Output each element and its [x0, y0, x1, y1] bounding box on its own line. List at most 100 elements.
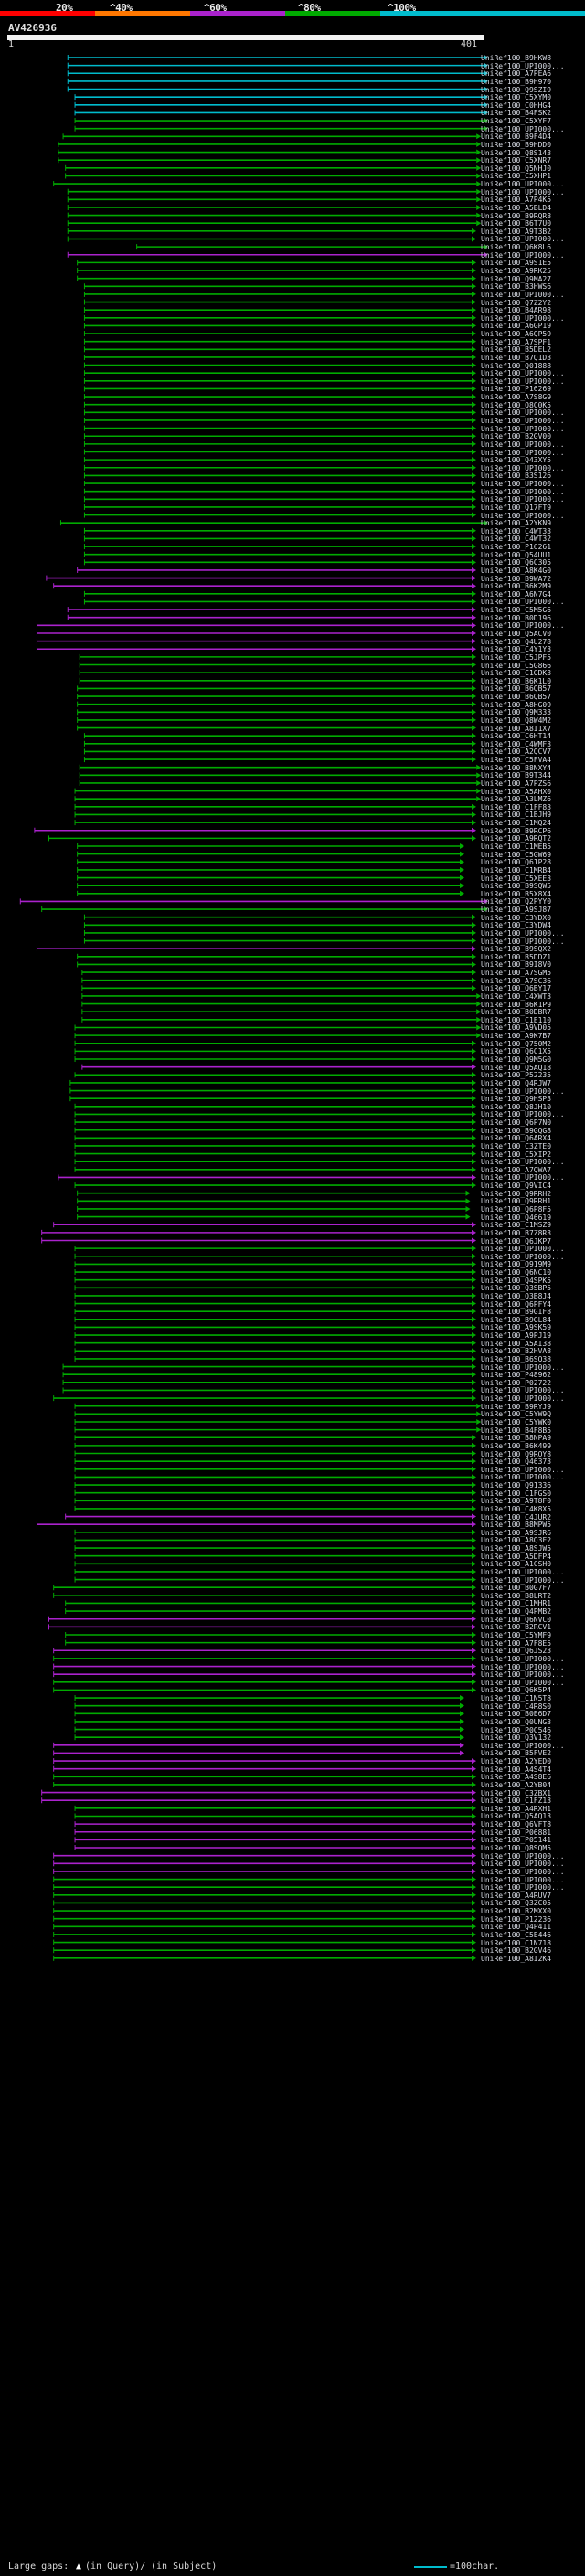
hit-id-link[interactable]: UniRef100_Q9M5G0 — [481, 1055, 552, 1064]
hit-id-link[interactable]: UniRef100_UPI000... — [481, 1473, 565, 1482]
hit-id-link[interactable]: UniRef100_B9RYJ9 — [481, 1402, 552, 1411]
hit-id-link[interactable]: UniRef100_B3S126 — [481, 472, 552, 481]
hit-id-link[interactable]: UniRef100_UPI000... — [481, 1362, 565, 1372]
hit-id-link[interactable]: UniRef100_A7QWA7 — [481, 1165, 552, 1174]
hit-id-link[interactable]: UniRef100_B9GL84 — [481, 1315, 552, 1324]
hit-id-link[interactable]: UniRef100_A7SGM5 — [481, 969, 552, 978]
hit-id-link[interactable]: UniRef100_UPI000... — [481, 235, 565, 244]
hit-id-link[interactable]: UniRef100_C1FZ13 — [481, 1797, 552, 1806]
hit-id-link[interactable]: UniRef100_UPI000... — [481, 1110, 565, 1119]
hit-id-link[interactable]: UniRef100_B9I8V0 — [481, 960, 552, 970]
hit-id-link[interactable]: UniRef100_A2YED0 — [481, 1757, 552, 1766]
hit-id-link[interactable]: UniRef100_C4WT32 — [481, 535, 552, 544]
hit-id-link[interactable]: UniRef100_UPI000... — [481, 1465, 565, 1474]
hit-id-link[interactable]: UniRef100_Q6K5P4 — [481, 1686, 552, 1695]
hit-id-link[interactable]: UniRef100_B3HWS6 — [481, 282, 552, 292]
hit-id-link[interactable]: UniRef100_UPI000... — [481, 416, 565, 425]
hit-id-link[interactable]: UniRef100_Q8W4M2 — [481, 716, 552, 725]
hit-id-link[interactable]: UniRef100_B6K2M9 — [481, 582, 552, 591]
hit-id-link[interactable]: UniRef100_Q4RJW7 — [481, 1078, 552, 1087]
hit-id-link[interactable]: UniRef100_C5XNR7 — [481, 156, 552, 165]
hit-id-link[interactable]: UniRef100_UPI000... — [481, 1883, 565, 1892]
hit-id-link[interactable]: UniRef100_UPI000... — [481, 937, 565, 946]
hit-id-link[interactable]: UniRef100_C3YDW4 — [481, 921, 552, 930]
hit-id-link[interactable]: UniRef100_Q4SPK5 — [481, 1276, 552, 1285]
hit-id-link[interactable]: UniRef100_A9SJ87 — [481, 906, 552, 915]
hit-id-link[interactable]: UniRef100_A9K7B7 — [481, 1032, 552, 1041]
hit-id-link[interactable]: UniRef100_Q750M2 — [481, 1039, 552, 1048]
hit-id-link[interactable]: UniRef100_A9RQT2 — [481, 834, 552, 843]
hit-id-link[interactable]: UniRef100_B0G7F7 — [481, 1584, 552, 1593]
hit-id-link[interactable]: UniRef100_B5DEL2 — [481, 345, 552, 355]
hit-id-link[interactable]: UniRef100_C1FF83 — [481, 802, 552, 811]
hit-id-link[interactable]: UniRef100_UPI000... — [481, 290, 565, 299]
hit-id-link[interactable]: UniRef100_UPI000... — [481, 250, 565, 260]
hit-id-link[interactable]: UniRef100_A9SK59 — [481, 1323, 552, 1332]
hit-id-link[interactable]: UniRef100_A4RXH1 — [481, 1804, 552, 1813]
hit-id-link[interactable]: UniRef100_Q9ROY8 — [481, 1449, 552, 1458]
hit-id-link[interactable]: UniRef100_UPI000... — [481, 1867, 565, 1876]
hit-id-link[interactable]: UniRef100_C5YW9Q — [481, 1410, 552, 1419]
hit-id-link[interactable]: UniRef100_Q6K8L6 — [481, 243, 552, 252]
hit-id-link[interactable]: UniRef100_Q919M9 — [481, 1260, 552, 1269]
hit-id-link[interactable]: UniRef100_Q61P28 — [481, 858, 552, 867]
hit-id-link[interactable]: UniRef100_C5FVA4 — [481, 756, 552, 765]
hit-id-link[interactable]: UniRef100_UPI000... — [481, 1654, 565, 1663]
hit-id-link[interactable]: UniRef100_UPI000... — [481, 1394, 565, 1404]
hit-id-link[interactable]: UniRef100_C1GDK3 — [481, 669, 552, 678]
hit-id-link[interactable]: UniRef100_UPI000... — [481, 440, 565, 449]
hit-id-link[interactable]: UniRef100_Q9M333 — [481, 708, 552, 717]
hit-id-link[interactable]: UniRef100_Q6JS23 — [481, 1647, 552, 1656]
hit-id-link[interactable]: UniRef100_C4WMF3 — [481, 739, 552, 748]
hit-id-link[interactable]: UniRef100_B9GIF8 — [481, 1308, 552, 1317]
hit-id-link[interactable]: UniRef100_Q2PYY0 — [481, 897, 552, 906]
hit-id-link[interactable]: UniRef100_UPI000... — [481, 1158, 565, 1167]
hit-id-link[interactable]: UniRef100_A7P4K5 — [481, 196, 552, 205]
hit-id-link[interactable]: UniRef100_C5G866 — [481, 661, 552, 670]
hit-id-link[interactable]: UniRef100_UPI000... — [481, 1662, 565, 1671]
hit-id-link[interactable]: UniRef100_Q8S143 — [481, 148, 552, 157]
hit-id-link[interactable]: UniRef100_C5GW69 — [481, 850, 552, 859]
hit-id-link[interactable]: UniRef100_UPI000... — [481, 448, 565, 457]
hit-id-link[interactable]: UniRef100_A7PZS6 — [481, 779, 552, 788]
hit-id-link[interactable]: UniRef100_B6QB57 — [481, 684, 552, 694]
hit-id-link[interactable]: UniRef100_B0DBR7 — [481, 1008, 552, 1017]
hit-id-link[interactable]: UniRef100_Q6C1X5 — [481, 1047, 552, 1056]
hit-id-link[interactable]: UniRef100_A9VD05 — [481, 1023, 552, 1033]
hit-id-link[interactable]: UniRef100_UPI000... — [481, 180, 565, 189]
hit-id-link[interactable]: UniRef100_Q7Z2Y2 — [481, 298, 552, 307]
hit-id-link[interactable]: UniRef100_B9H970 — [481, 77, 552, 86]
hit-id-link[interactable]: UniRef100_A8SJW5 — [481, 1544, 552, 1553]
hit-id-link[interactable]: UniRef100_UPI000... — [481, 480, 565, 489]
hit-id-link[interactable]: UniRef100_B9HKW8 — [481, 54, 552, 62]
hit-id-link[interactable]: UniRef100_C3ZBX1 — [481, 1788, 552, 1797]
hit-id-link[interactable]: UniRef100_Q9RRH1 — [481, 1197, 552, 1206]
hit-id-link[interactable]: UniRef100_C5JPF5 — [481, 652, 552, 662]
hit-id-link[interactable]: UniRef100_Q54UU1 — [481, 550, 552, 559]
hit-id-link[interactable]: UniRef100_UPI000... — [481, 1087, 565, 1096]
hit-id-link[interactable]: UniRef100_Q9HSP3 — [481, 1095, 552, 1104]
hit-id-link[interactable]: UniRef100_UPI000... — [481, 1670, 565, 1680]
hit-id-link[interactable]: UniRef100_A8I2K4 — [481, 1954, 552, 1963]
hit-id-link[interactable]: UniRef100_Q5ACV0 — [481, 629, 552, 638]
hit-id-link[interactable]: UniRef100_C5XHP1 — [481, 172, 552, 181]
hit-id-link[interactable]: UniRef100_C0HHG4 — [481, 101, 552, 110]
hit-id-link[interactable]: UniRef100_C4JUR2 — [481, 1512, 552, 1521]
hit-id-link[interactable]: UniRef100_A9PJ19 — [481, 1331, 552, 1341]
hit-id-link[interactable]: UniRef100_Q46373 — [481, 1458, 552, 1467]
hit-id-link[interactable]: UniRef100_B6K1P9 — [481, 1000, 552, 1009]
hit-id-link[interactable]: UniRef100_UPI000... — [481, 463, 565, 472]
hit-id-link[interactable]: UniRef100_A2QCV7 — [481, 747, 552, 757]
hit-id-link[interactable]: UniRef100_B9SQW5 — [481, 882, 552, 891]
hit-id-link[interactable]: UniRef100_Q8C0K5 — [481, 400, 552, 409]
hit-id-link[interactable]: UniRef100_UPI000... — [481, 1851, 565, 1860]
hit-id-link[interactable]: UniRef100_A8HG09 — [481, 700, 552, 709]
hit-id-link[interactable]: UniRef100_UPI000... — [481, 1252, 565, 1261]
hit-id-link[interactable]: UniRef100_Q0UNG3 — [481, 1717, 552, 1726]
hit-id-link[interactable]: UniRef100_B9WA72 — [481, 574, 552, 583]
hit-id-link[interactable]: UniRef100_P06881 — [481, 1828, 552, 1837]
hit-id-link[interactable]: UniRef100_Q91336 — [481, 1481, 552, 1490]
hit-id-link[interactable]: UniRef100_B8NPA9 — [481, 1434, 552, 1443]
hit-id-link[interactable]: UniRef100_Q8SQM5 — [481, 1844, 552, 1852]
hit-id-link[interactable]: UniRef100_C1N718 — [481, 1938, 552, 1947]
